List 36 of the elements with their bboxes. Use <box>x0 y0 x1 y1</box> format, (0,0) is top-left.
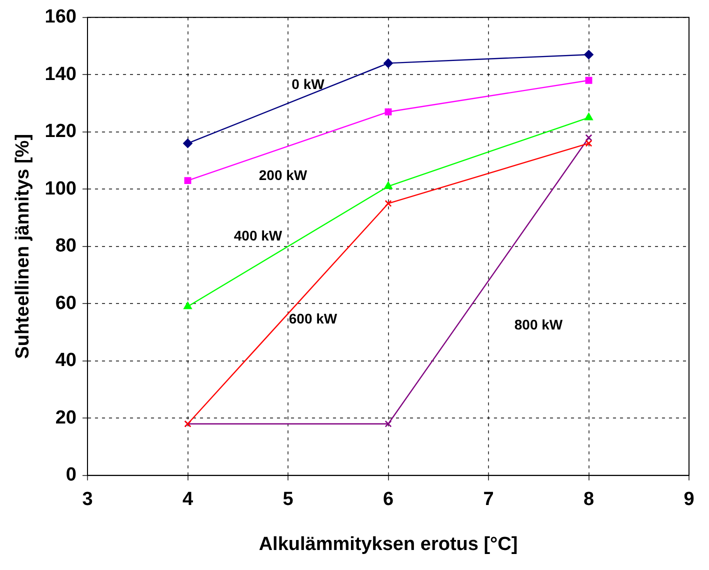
x-tick-label: 6 <box>382 489 394 510</box>
y-tick-label: 140 <box>44 64 76 85</box>
point <box>384 200 392 207</box>
point <box>585 134 592 142</box>
point <box>183 138 192 148</box>
point <box>384 58 393 68</box>
point <box>184 302 192 310</box>
series-label: 0 kW <box>292 76 326 92</box>
y-tick-label: 20 <box>55 407 76 428</box>
point <box>584 50 594 60</box>
series-label: 200 kW <box>258 167 308 184</box>
point <box>384 420 392 428</box>
point <box>585 76 592 84</box>
x-tick-label: 7 <box>483 489 494 510</box>
y-tick-label: 40 <box>55 350 76 372</box>
x-tick-label: 5 <box>282 489 294 510</box>
y-tick-label: 120 <box>44 121 76 142</box>
point <box>384 108 392 116</box>
y-tick-label: 80 <box>55 236 76 257</box>
x-tick-label: 4 <box>182 489 194 510</box>
point <box>584 112 593 120</box>
x-tick-label: 3 <box>82 489 93 510</box>
x-axis-title: Alkulämmityksen erotus [°C] <box>258 534 518 555</box>
point <box>384 182 392 189</box>
x-tick-label: 8 <box>583 489 594 510</box>
y-tick-label: 100 <box>44 178 76 200</box>
y-tick-label: 160 <box>44 6 76 28</box>
y-tick-label: 0 <box>66 464 76 486</box>
y-axis-title: Suhteellinen jännitys [%] <box>12 134 34 359</box>
point <box>184 177 192 184</box>
y-tick-label: 60 <box>55 292 76 314</box>
x-tick-label: 9 <box>684 489 694 510</box>
text: 800 kW <box>514 316 564 333</box>
series-label: 600 kW <box>288 310 338 327</box>
point <box>585 140 592 147</box>
series-label: 400 kW <box>234 227 283 244</box>
